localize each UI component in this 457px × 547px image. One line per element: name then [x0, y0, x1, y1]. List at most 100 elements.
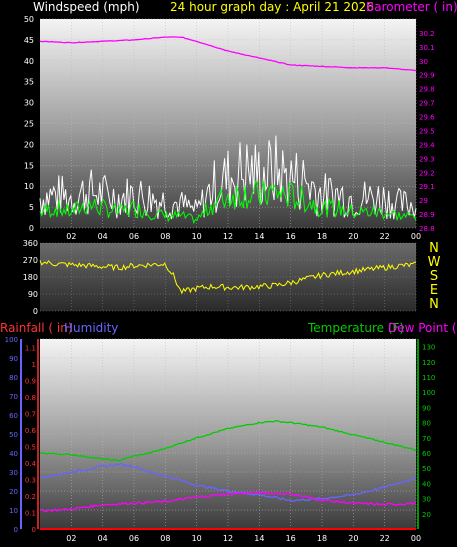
temperature-title: Temperature (F)	[307, 321, 404, 335]
climate-panel-series	[39, 420, 417, 530]
wind-x-tick-label: 08	[160, 232, 170, 241]
wind-y-tick-label: 5	[29, 203, 34, 212]
dew-point-line	[39, 490, 417, 513]
direction-series	[39, 260, 417, 295]
rainfall-y-axis: 0 0.1 0.2 0.3 0.4 0.5 0.6 0.7 0.8 0.9 1 1.1	[25, 339, 39, 534]
rainfall-y-tick-label: 1	[32, 361, 36, 369]
humidity-y-tick-label: 60	[9, 412, 18, 420]
wind-y-tick-label: 40	[24, 57, 34, 66]
wind-panel-series	[39, 36, 417, 225]
temperature-y-tick-label: 50	[422, 465, 431, 473]
barometer-y-tick-label: 28.9	[419, 211, 435, 219]
barometer-y-tick-label: 29.3	[419, 155, 435, 163]
barometer-y-tick-label: 29	[419, 197, 428, 205]
barometer-y-tick-label: 30.2	[419, 30, 435, 38]
wind-y-tick-label: 35	[24, 78, 34, 87]
wind-x-tick-label: 16	[286, 232, 296, 241]
wind-x-tick-label: 00	[411, 232, 421, 241]
wind-x-tick-label: 14	[254, 232, 264, 241]
wind-x-tick-label: 22	[380, 232, 390, 241]
windspeed-title: Windspeed (mph)	[33, 0, 140, 14]
temperature-y-tick-label: 130	[422, 344, 435, 352]
dew-point-title: Dew Point (F)	[388, 321, 457, 335]
barometer-y-tick-label: 29.4	[419, 141, 435, 149]
wind-x-axis: 02 04 06 08 10 12 14 16 18 20 22 00	[66, 232, 421, 241]
wind-y-tick-label: 10	[24, 182, 34, 191]
climate-x-tick-label: 10	[192, 534, 202, 543]
direction-y-tick-label: 270	[23, 256, 38, 265]
rainfall-y-tick-label: 0.4	[25, 460, 37, 468]
barometer-y-tick-label: 29.1	[419, 183, 435, 191]
barometer-title: Barometer ( in)	[366, 0, 457, 14]
climate-x-tick-label: 00	[411, 534, 421, 543]
wind-y-tick-label: 0	[29, 224, 34, 233]
temperature-y-tick-label: 100	[422, 389, 435, 397]
graph-date-title: 24 hour graph day : April 21 2026	[170, 0, 374, 14]
direction-panel-grid	[40, 242, 417, 312]
wind-x-tick-label: 20	[348, 232, 358, 241]
barometer-y-tick-label: 29.5	[419, 127, 435, 135]
barometer-y-tick-label: 30	[419, 58, 428, 66]
rainfall-y-tick-label: 0.9	[25, 377, 36, 385]
wind-y-tick-label: 15	[24, 161, 34, 170]
wind-x-tick-label: 18	[317, 232, 327, 241]
wind-x-tick-label: 02	[66, 232, 76, 241]
climate-x-tick-label: 20	[348, 534, 358, 543]
wind-x-tick-label: 06	[129, 232, 139, 241]
temperature-y-tick-label: 110	[422, 374, 435, 382]
barometer-line	[39, 36, 417, 72]
temperature-y-tick-label: 60	[422, 450, 431, 458]
humidity-title: Humidity	[64, 321, 118, 335]
climate-x-tick-label: 22	[380, 534, 390, 543]
direction-y-axis: 0 90 180 270 360	[23, 239, 38, 316]
humidity-y-tick-label: 30	[9, 469, 18, 477]
gust-line	[39, 180, 417, 225]
temperature-y-tick-label: 30	[422, 496, 431, 504]
wind-y-axis: 0 5 10 15 20 25 30 35 40 45 50	[24, 15, 34, 233]
barometer-y-axis: 28.8 28.9 29 29.1 29.2 29.3 29.4 29.5 29.6 29.7 29…	[419, 30, 435, 233]
wind-y-tick-label: 25	[24, 120, 34, 129]
humidity-y-tick-label: 0	[14, 526, 18, 534]
temperature-y-tick-label: 20	[422, 511, 431, 519]
compass-label: E	[430, 283, 438, 298]
humidity-y-tick-label: 100	[5, 336, 18, 344]
wind-y-tick-label: 30	[24, 99, 34, 108]
direction-y-tick-label: 90	[28, 290, 38, 299]
rainfall-title: Rainfall ( in)	[0, 321, 73, 335]
compass-label: N	[429, 297, 439, 312]
direction-line	[39, 260, 417, 295]
wind-y-tick-label: 45	[24, 36, 34, 45]
barometer-y-tick-label: 30.1	[419, 44, 435, 52]
humidity-y-tick-label: 50	[9, 431, 18, 439]
rainfall-y-tick-label: 0.8	[25, 394, 36, 402]
wind-y-tick-label: 20	[24, 140, 34, 149]
humidity-y-tick-label: 40	[9, 450, 18, 458]
wind-y-tick-label: 50	[24, 15, 34, 24]
compass-label: N	[429, 241, 439, 256]
temperature-line	[39, 420, 417, 462]
climate-x-tick-label: 12	[223, 534, 233, 543]
rainfall-y-tick-label: 1.1	[25, 344, 36, 352]
humidity-y-tick-label: 20	[9, 488, 18, 496]
wind-x-tick-label: 04	[98, 232, 108, 241]
climate-x-tick-label: 06	[129, 534, 139, 543]
temperature-y-tick-label: 80	[422, 420, 431, 428]
climate-x-axis: 02 04 06 08 10 12 14 16 18 20 22 00	[66, 534, 421, 543]
climate-panel-background	[40, 339, 416, 529]
rainfall-y-tick-label: 0	[32, 526, 36, 534]
temperature-y-axis: 20 30 40 50 60 70 80 90 100 110 120 130	[417, 339, 435, 529]
temperature-y-tick-label: 70	[422, 435, 431, 443]
barometer-y-tick-label: 29.9	[419, 72, 435, 80]
barometer-y-tick-label: 29.2	[419, 169, 435, 177]
temperature-y-tick-label: 90	[422, 404, 431, 412]
temperature-y-tick-label: 120	[422, 359, 435, 367]
climate-x-tick-label: 18	[317, 534, 327, 543]
climate-x-tick-label: 16	[286, 534, 296, 543]
humidity-y-tick-label: 80	[9, 374, 18, 382]
direction-y-tick-label: 180	[23, 273, 38, 282]
direction-y-tick-label: 0	[33, 307, 38, 316]
wind-panel-grid	[40, 18, 417, 229]
climate-x-tick-label: 04	[98, 534, 108, 543]
climate-x-tick-label: 14	[254, 534, 264, 543]
